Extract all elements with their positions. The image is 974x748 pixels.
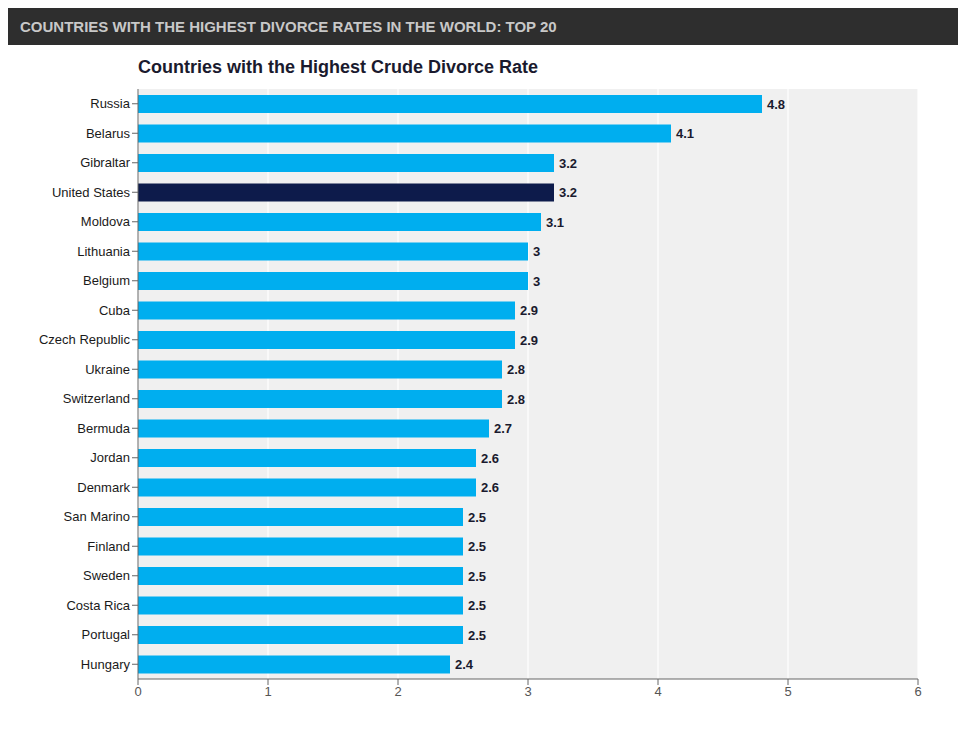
- svg-text:4.1: 4.1: [676, 126, 694, 141]
- svg-text:Belgium: Belgium: [83, 273, 130, 288]
- html-text:Countries with the Highest Cru: Countries with the Highest Crude Divorce…: [138, 57, 539, 77]
- svg-text:0: 0: [134, 684, 141, 699]
- svg-text:Switzerland: Switzerland: [63, 391, 130, 406]
- svg-text:4: 4: [654, 684, 661, 699]
- svg-text:Ukraine: Ukraine: [85, 362, 130, 377]
- svg-text:Moldova: Moldova: [81, 214, 131, 229]
- svg-text:4.8: 4.8: [767, 97, 785, 112]
- svg-text:Gibraltar: Gibraltar: [80, 155, 131, 170]
- svg-text:1: 1: [264, 684, 271, 699]
- svg-text:United States: United States: [52, 185, 131, 200]
- svg-text:Hungary: Hungary: [81, 657, 131, 672]
- svg-text:2.5: 2.5: [468, 510, 486, 525]
- svg-text:2.4: 2.4: [455, 657, 474, 672]
- svg-text:2.8: 2.8: [507, 362, 525, 377]
- svg-text:2.5: 2.5: [468, 628, 486, 643]
- svg-text:3: 3: [533, 274, 540, 289]
- svg-text:3.1: 3.1: [546, 215, 564, 230]
- svg-text:Russia: Russia: [90, 96, 131, 111]
- svg-text:Czech Republic: Czech Republic: [39, 332, 131, 347]
- svg-text:2.9: 2.9: [520, 333, 538, 348]
- svg-text:3: 3: [524, 684, 531, 699]
- svg-text:2.5: 2.5: [468, 569, 486, 584]
- svg-text:Costa Rica: Costa Rica: [66, 598, 130, 613]
- svg-text:2.7: 2.7: [494, 421, 512, 436]
- svg-text:San Marino: San Marino: [64, 509, 130, 524]
- svg-text:2.8: 2.8: [507, 392, 525, 407]
- svg-text:Cuba: Cuba: [99, 303, 131, 318]
- html-text:COUNTRIES WITH THE HIGHEST DIV: COUNTRIES WITH THE HIGHEST DIVORCE RATES…: [20, 18, 557, 35]
- svg-text:Finland: Finland: [87, 539, 130, 554]
- svg-text:3.2: 3.2: [559, 156, 577, 171]
- svg-text:Bermuda: Bermuda: [77, 421, 131, 436]
- svg-text:2.6: 2.6: [481, 451, 499, 466]
- svg-text:2.9: 2.9: [520, 303, 538, 318]
- svg-text:2.6: 2.6: [481, 480, 499, 495]
- svg-text:2.5: 2.5: [468, 598, 486, 613]
- svg-text:Denmark: Denmark: [77, 480, 130, 495]
- svg-text:5: 5: [784, 684, 791, 699]
- svg-text:3.2: 3.2: [559, 185, 577, 200]
- svg-text:2: 2: [394, 684, 401, 699]
- svg-text:Lithuania: Lithuania: [77, 244, 131, 259]
- svg-text:3: 3: [533, 244, 540, 259]
- svg-text:Portugal: Portugal: [82, 627, 131, 642]
- svg-text:6: 6: [914, 684, 921, 699]
- svg-text:Belarus: Belarus: [86, 126, 131, 141]
- svg-text:Jordan: Jordan: [90, 450, 130, 465]
- svg-text:Sweden: Sweden: [83, 568, 130, 583]
- svg-text:2.5: 2.5: [468, 539, 486, 554]
